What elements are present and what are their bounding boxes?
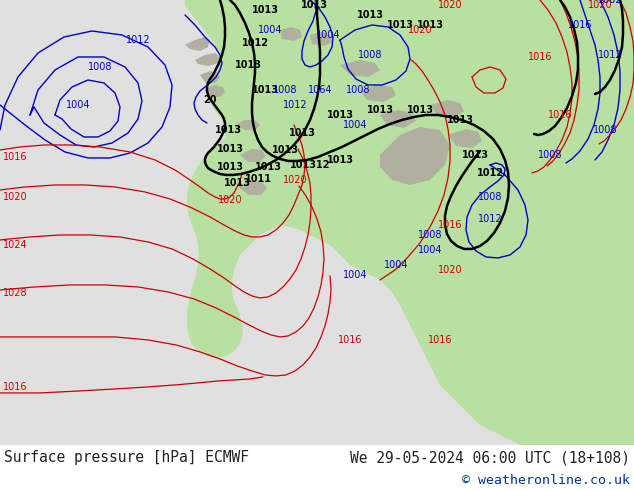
Text: 1020: 1020: [437, 0, 462, 10]
Text: 1013: 1013: [224, 178, 250, 188]
Text: 1012: 1012: [598, 50, 623, 60]
Polygon shape: [205, 85, 225, 97]
Text: 1013: 1013: [252, 85, 278, 95]
Text: 1016: 1016: [3, 382, 27, 392]
Polygon shape: [200, 71, 220, 83]
Polygon shape: [340, 60, 380, 77]
Text: 1008: 1008: [593, 125, 618, 135]
Text: 1028: 1028: [3, 288, 27, 298]
Text: 1004: 1004: [258, 25, 282, 35]
Text: 1004: 1004: [316, 30, 340, 40]
Text: 1016: 1016: [548, 110, 573, 120]
Text: 1008: 1008: [346, 85, 370, 95]
Text: 1016: 1016: [3, 152, 27, 162]
Text: 1016: 1016: [568, 20, 592, 30]
Text: 1008: 1008: [478, 192, 502, 202]
Text: 1020: 1020: [217, 195, 242, 205]
Polygon shape: [240, 149, 266, 162]
Text: 1008: 1008: [273, 85, 297, 95]
Polygon shape: [360, 85, 396, 102]
Text: 1016: 1016: [338, 335, 362, 345]
Text: 1013: 1013: [235, 60, 261, 70]
Text: 1013: 1013: [252, 5, 278, 15]
Text: 1013: 1013: [254, 162, 281, 172]
Text: 1013: 1013: [327, 155, 354, 165]
Text: 1013: 1013: [271, 145, 299, 155]
Text: 1016: 1016: [527, 52, 552, 62]
Text: 1008: 1008: [358, 50, 382, 60]
Text: 1012: 1012: [477, 214, 502, 224]
Text: 1020: 1020: [588, 0, 612, 10]
Text: 1012: 1012: [283, 100, 307, 110]
Text: 101312: 101312: [290, 160, 330, 170]
Text: 1013: 1013: [462, 150, 489, 160]
Text: 1013: 1013: [406, 105, 434, 115]
Text: 1012: 1012: [477, 168, 503, 178]
Polygon shape: [195, 53, 220, 66]
Polygon shape: [235, 120, 260, 130]
Text: 1020: 1020: [3, 192, 27, 202]
Text: 1004: 1004: [343, 120, 367, 130]
Text: 1002: 1002: [598, 0, 623, 5]
Text: 1011: 1011: [245, 174, 271, 184]
Text: We 29-05-2024 06:00 UTC (18+108): We 29-05-2024 06:00 UTC (18+108): [350, 450, 630, 465]
Text: 1012: 1012: [126, 35, 150, 45]
Text: 1016: 1016: [437, 220, 462, 230]
Text: 1013: 1013: [446, 115, 474, 125]
Text: 20: 20: [204, 95, 217, 105]
Polygon shape: [238, 181, 267, 195]
Text: 1013: 1013: [366, 105, 394, 115]
Polygon shape: [185, 0, 634, 445]
Text: Surface pressure [hPa] ECMWF: Surface pressure [hPa] ECMWF: [4, 450, 249, 465]
Text: 1013: 1013: [301, 0, 328, 10]
Text: 1013: 1013: [214, 125, 242, 135]
Text: © weatheronline.co.uk: © weatheronline.co.uk: [462, 473, 630, 487]
Polygon shape: [185, 37, 210, 51]
Text: 1004: 1004: [418, 245, 443, 255]
Polygon shape: [280, 27, 302, 41]
Text: 1008: 1008: [418, 230, 443, 240]
Text: 1013: 1013: [356, 10, 384, 20]
Polygon shape: [380, 110, 416, 128]
Text: 1016: 1016: [428, 335, 452, 345]
Text: 1004: 1004: [343, 270, 367, 280]
Text: 1064: 1064: [307, 85, 332, 95]
Text: 1008: 1008: [87, 62, 112, 72]
Text: 1004: 1004: [66, 100, 90, 110]
Text: 1020: 1020: [283, 175, 307, 185]
Text: 1013: 1013: [387, 20, 413, 30]
Text: 1012: 1012: [242, 38, 269, 48]
Polygon shape: [380, 127, 450, 185]
Text: 1013: 1013: [216, 162, 243, 172]
Text: 1008: 1008: [538, 150, 562, 160]
Text: 1020: 1020: [408, 25, 432, 35]
Text: 1004: 1004: [384, 260, 408, 270]
Polygon shape: [430, 100, 464, 118]
Text: 1013: 1013: [327, 110, 354, 120]
Text: 1020: 1020: [437, 265, 462, 275]
Text: 1013: 1013: [417, 20, 444, 30]
Polygon shape: [448, 129, 482, 148]
Polygon shape: [310, 32, 332, 46]
Text: 1013: 1013: [216, 144, 243, 154]
Text: 1013: 1013: [288, 128, 316, 138]
Text: 1024: 1024: [3, 240, 27, 250]
